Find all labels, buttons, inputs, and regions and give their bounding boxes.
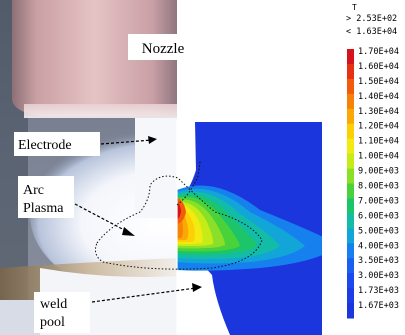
temperature-contours xyxy=(177,185,322,271)
legend-level-label: 1.10E+04 xyxy=(358,137,399,147)
electrode-label: Electrode xyxy=(18,138,72,153)
legend-swatch xyxy=(347,153,354,170)
arc-plasma-label-line1: Arc xyxy=(23,183,44,198)
legend-swatch xyxy=(347,273,354,289)
weld-pool-label-line2: pool xyxy=(40,315,65,330)
nozzle-label: Nozzle xyxy=(142,41,185,57)
legend-swatch xyxy=(347,93,354,110)
legend-level-label: 1.40E+04 xyxy=(358,92,399,102)
legend-level-label: 5.00E+03 xyxy=(358,226,399,236)
legend-level-label: 1.73E+03 xyxy=(358,286,399,296)
legend-swatch xyxy=(347,303,354,319)
arc-plasma-arrow-head xyxy=(122,227,135,236)
legend-level-label: 1.30E+04 xyxy=(358,107,399,117)
legend-swatch xyxy=(347,213,354,229)
legend-level-label: 1.50E+04 xyxy=(358,77,399,87)
legend-level-label: 1.70E+04 xyxy=(358,47,399,57)
legend-swatch xyxy=(347,258,354,274)
electrode-arrow-head xyxy=(148,136,157,144)
legend-swatch xyxy=(347,49,354,65)
legend-swatch xyxy=(347,168,354,184)
legend-color-bar xyxy=(347,49,354,319)
arc-plasma-label-box: Arc Plasma xyxy=(18,176,135,236)
legend-level-label: 1.67E+03 xyxy=(358,301,399,311)
dotted-outlines xyxy=(95,159,263,270)
legend-level-label: 4.00E+03 xyxy=(358,241,399,251)
legend-level-label: 3.50E+03 xyxy=(358,256,399,266)
legend-level-label: 9.00E+03 xyxy=(358,167,399,177)
legend-level-label: 1.60E+04 xyxy=(358,62,399,72)
nozzle-label-box: Nozzle xyxy=(128,34,198,60)
legend-swatch xyxy=(347,288,354,304)
legend-swatch xyxy=(347,123,354,140)
arc-plasma-label-line2: Plasma xyxy=(23,201,64,216)
legend-variable-name: T xyxy=(352,3,357,12)
electrode-arrow-line xyxy=(100,139,153,145)
legend-swatch xyxy=(347,108,354,125)
simulation-half xyxy=(177,0,322,335)
legend-level-label: 3.00E+03 xyxy=(358,271,399,281)
legend-swatch xyxy=(347,198,354,214)
legend-swatch xyxy=(347,78,354,95)
legend-swatch xyxy=(347,138,354,155)
legend-swatch xyxy=(347,243,354,259)
legend-level-labels: 1.70E+04 1.60E+04 1.50E+04 1.40E+04 1.30E+04… xyxy=(358,47,399,311)
legend-swatch xyxy=(347,183,354,199)
weld-pool-arrow-line xyxy=(91,287,197,303)
weld-pool-arrow-head xyxy=(192,283,202,292)
electrode-label-box: Electrode xyxy=(14,132,157,156)
weld-pool-label-box: weld pool xyxy=(34,283,202,333)
legend-swatch xyxy=(347,63,354,80)
weld-pool-label-line1: weld xyxy=(40,297,67,312)
legend-above-range: > 2.53E+02 xyxy=(346,14,397,24)
temperature-legend: T > 2.53E+02 < 1.63E+04 1.70E+04 1.60E+04… xyxy=(322,0,405,335)
legend-below-range: < 1.63E+04 xyxy=(346,27,397,37)
legend-swatch xyxy=(347,228,354,244)
legend-level-label: 6.00E+03 xyxy=(358,211,399,221)
legend-level-label: 1.20E+04 xyxy=(358,122,399,132)
legend-level-label: 1.00E+04 xyxy=(358,152,399,162)
legend-level-label: 7.00E+03 xyxy=(358,196,399,206)
legend-level-label: 8.00E+03 xyxy=(358,182,399,192)
